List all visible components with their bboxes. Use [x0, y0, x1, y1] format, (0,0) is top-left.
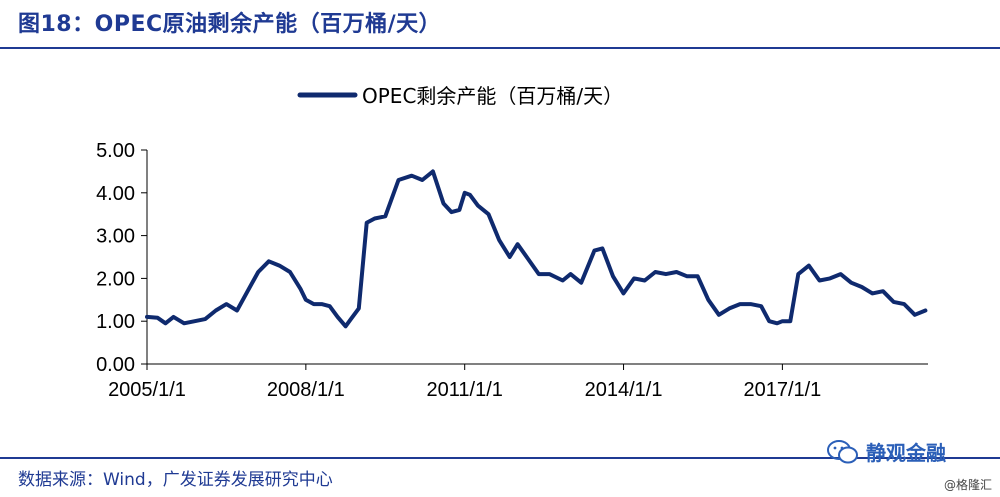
y-tick-label: 1.00: [96, 311, 135, 333]
chart-axes: [141, 149, 928, 370]
line-chart: OPEC剩余产能（百万桶/天） 0.00 1.00 2.00 3.00 4.00 5.00…: [96, 84, 928, 401]
series-line-opec-spare-capacity: [145, 169, 928, 329]
footer-divider: [0, 457, 1000, 459]
source-note: 数据来源：Wind，广发证券发展研究中心: [18, 470, 333, 490]
y-tick-label: 0.00: [96, 354, 135, 376]
x-tick-label: 2011/1/1: [427, 379, 503, 401]
x-tick-label: 2014/1/1: [585, 379, 663, 401]
watermark-small: @格隆汇: [943, 478, 992, 492]
figure-title: 图18：OPEC原油剩余产能（百万桶/天）: [18, 12, 442, 37]
title-divider: [0, 47, 1000, 49]
y-tick-label: 4.00: [96, 183, 135, 205]
legend-label: OPEC剩余产能（百万桶/天）: [362, 84, 623, 108]
chart-legend: OPEC剩余产能（百万桶/天）: [297, 84, 623, 108]
x-tick-label: 2017/1/1: [743, 379, 821, 401]
y-tick-labels: 0.00 1.00 2.00 3.00 4.00 5.00: [96, 140, 135, 376]
watermark-text: 静观金融: [866, 441, 946, 465]
x-tick-label: 2008/1/1: [267, 379, 345, 401]
y-tick-label: 3.00: [96, 226, 135, 248]
x-tick-label: 2005/1/1: [108, 379, 186, 401]
y-tick-label: 5.00: [96, 140, 135, 162]
watermark: 静观金融: [826, 437, 946, 466]
wechat-icon: [827, 439, 858, 463]
y-tick-label: 2.00: [96, 268, 135, 290]
x-tick-labels: 2005/1/1 2008/1/1 2011/1/1 2014/1/1 2017/1/1: [108, 379, 821, 401]
